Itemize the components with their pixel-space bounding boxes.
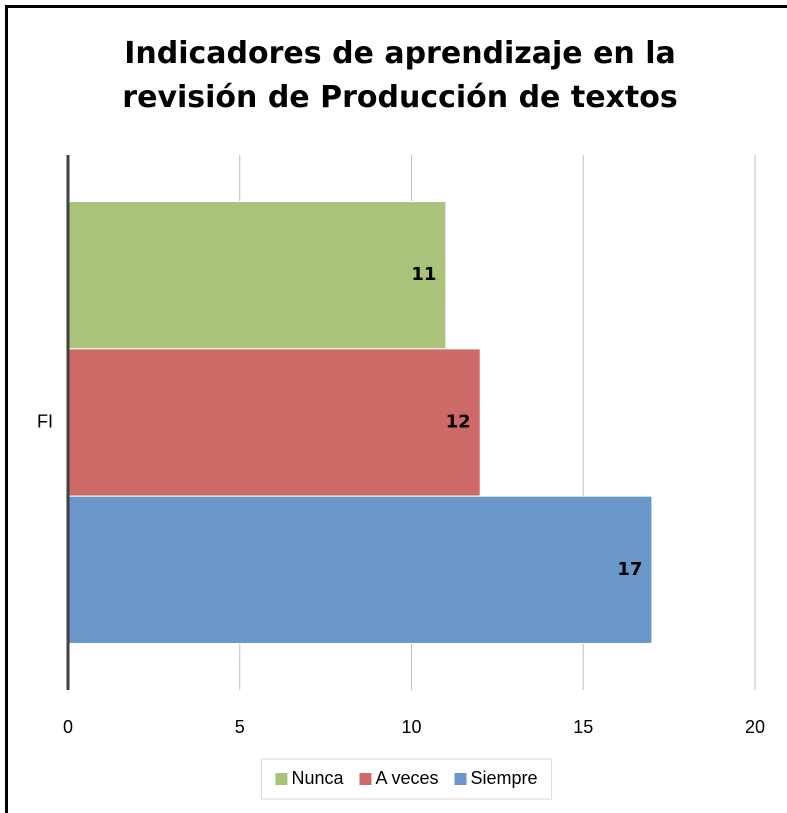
data-label: 11: [411, 264, 436, 285]
bar: [67, 201, 447, 350]
x-tick-label: 20: [745, 717, 765, 737]
bar: [67, 348, 481, 497]
x-tick-label: 5: [235, 717, 245, 737]
legend-swatch: [275, 773, 288, 785]
x-tick-label: 15: [573, 717, 593, 737]
y-tick-label: FI: [37, 411, 53, 431]
legend: Nunca A veces Siempre: [275, 768, 538, 788]
legend-label: A veces: [375, 768, 438, 788]
data-label: 17: [617, 559, 642, 580]
data-label: 12: [446, 412, 471, 433]
legend-label: Nunca: [291, 768, 344, 788]
legend-swatch: [454, 773, 467, 785]
x-tick-label: 10: [401, 717, 421, 737]
legend-swatch: [359, 773, 372, 785]
legend-box: [260, 758, 553, 800]
bar: [67, 495, 653, 644]
chart-title: Indicadores de aprendizaje en la revisió…: [122, 36, 678, 115]
x-tick-label: 0: [63, 717, 73, 737]
legend-label: Siempre: [471, 768, 538, 788]
